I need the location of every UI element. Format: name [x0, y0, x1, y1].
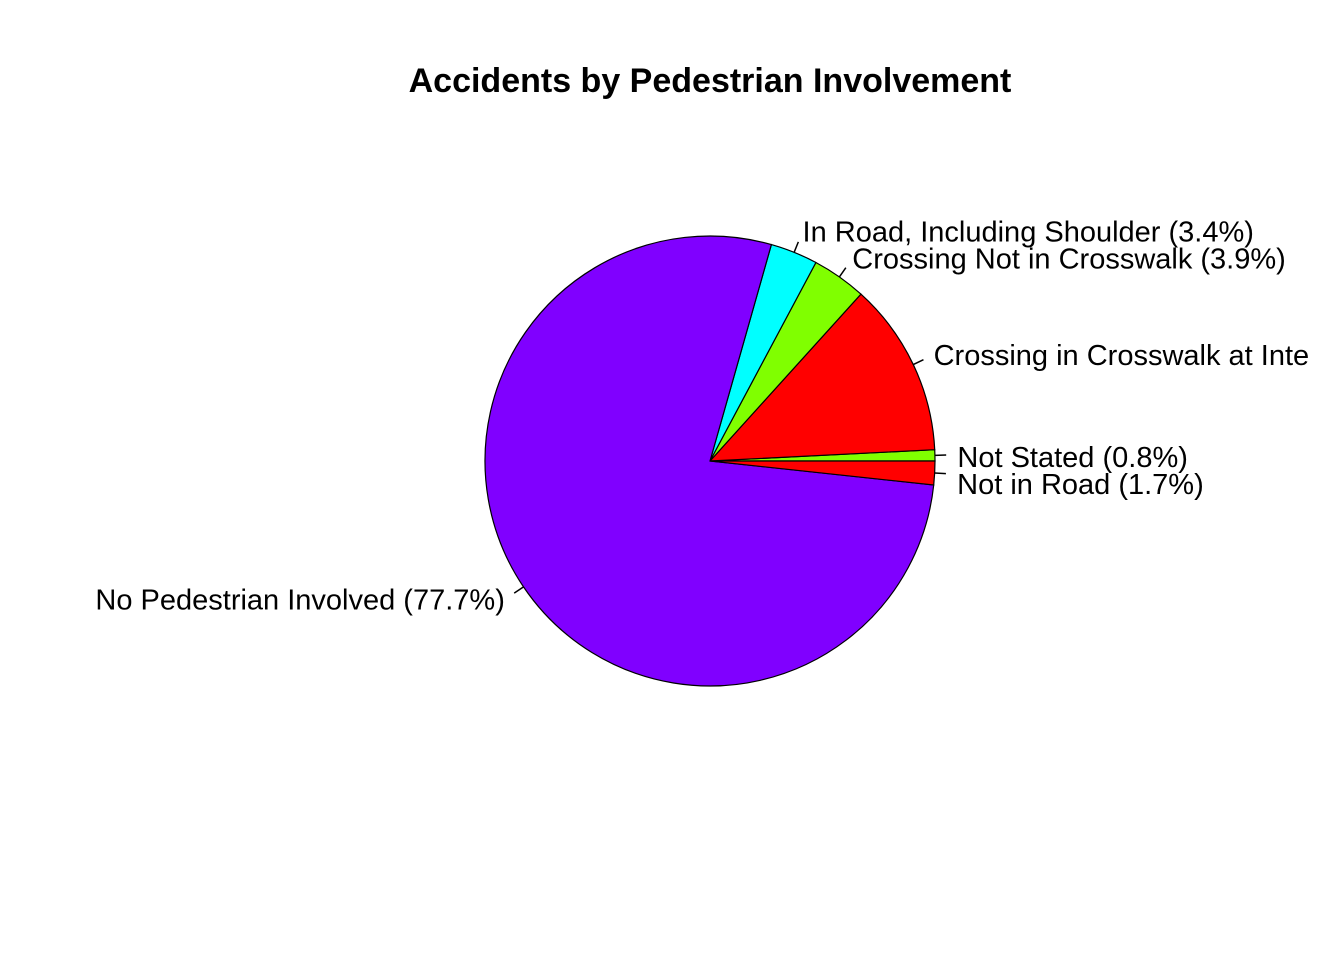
leader-lines	[513, 241, 947, 594]
slice-labels: Not Stated (0.8%) Crossing in Crosswalk a…	[95, 216, 1309, 616]
leader-line	[912, 359, 924, 366]
leader-line	[838, 267, 847, 278]
slice-label: Not in Road (1.7%)	[957, 469, 1204, 501]
leader-line	[513, 586, 524, 594]
slice-label: No Pedestrian Involved (77.7%)	[95, 584, 504, 616]
leader-line	[934, 472, 946, 475]
chart-title: Accidents by Pedestrian Involvement	[409, 62, 1012, 100]
pie-slice	[708, 293, 936, 462]
leader-line	[793, 241, 800, 253]
pie-slice	[484, 235, 935, 687]
slice-label: Crossing in Crosswalk at Inte	[934, 340, 1310, 372]
pie-slices	[484, 235, 936, 687]
slice-label: Not Stated (0.8%)	[957, 442, 1187, 474]
slice-label: In Road, Including Shoulder (3.4%)	[803, 216, 1254, 248]
slice-label: Crossing Not in Crosswalk (3.9%)	[852, 244, 1286, 276]
